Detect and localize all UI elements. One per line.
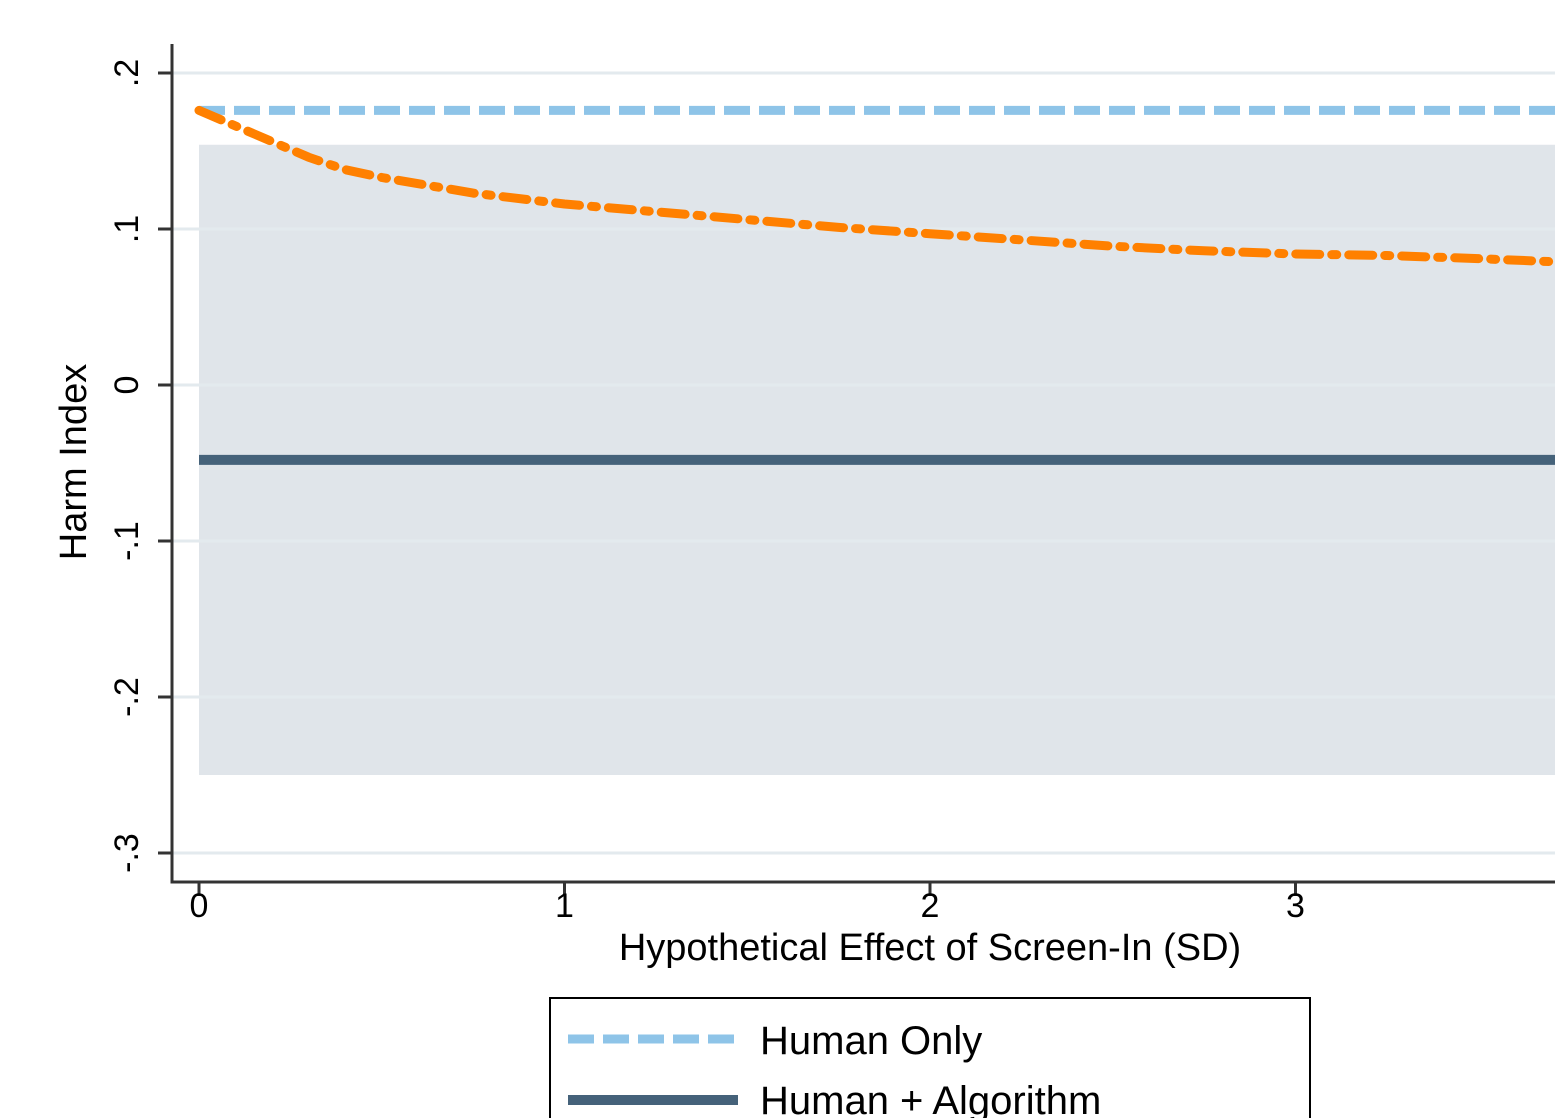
series-line-screen-in [194, 105, 1555, 267]
legend-label-human-algorithm: Human + Algorithm [760, 1079, 1101, 1118]
x-tick-label: 2 [921, 887, 940, 925]
y-tick-label: -.2 [108, 677, 146, 717]
y-tick-label: -.1 [108, 521, 146, 561]
x-ticks: 0 1 2 3 [190, 882, 1305, 925]
x-axis-title: Hypothetical Effect of Screen-In (SD) [619, 927, 1241, 969]
y-tick-label: 0 [108, 376, 146, 395]
y-tick-label: .1 [108, 215, 146, 243]
legend-label-human-only: Human Only [760, 1019, 982, 1063]
x-tick-label: 0 [190, 887, 209, 925]
y-tick-label: .2 [108, 59, 146, 87]
y-axis-title: Harm Index [53, 364, 95, 560]
x-tick-label: 1 [555, 887, 574, 925]
series-layer [194, 105, 1555, 465]
legend: Human Only Human + Algorithm [549, 997, 1311, 1118]
y-ticks: .2 .1 0 -.1 -.2 -.3 [108, 59, 172, 873]
axes [170, 44, 1555, 884]
x-tick-label: 3 [1286, 887, 1305, 925]
y-tick-label: -.3 [108, 833, 146, 873]
